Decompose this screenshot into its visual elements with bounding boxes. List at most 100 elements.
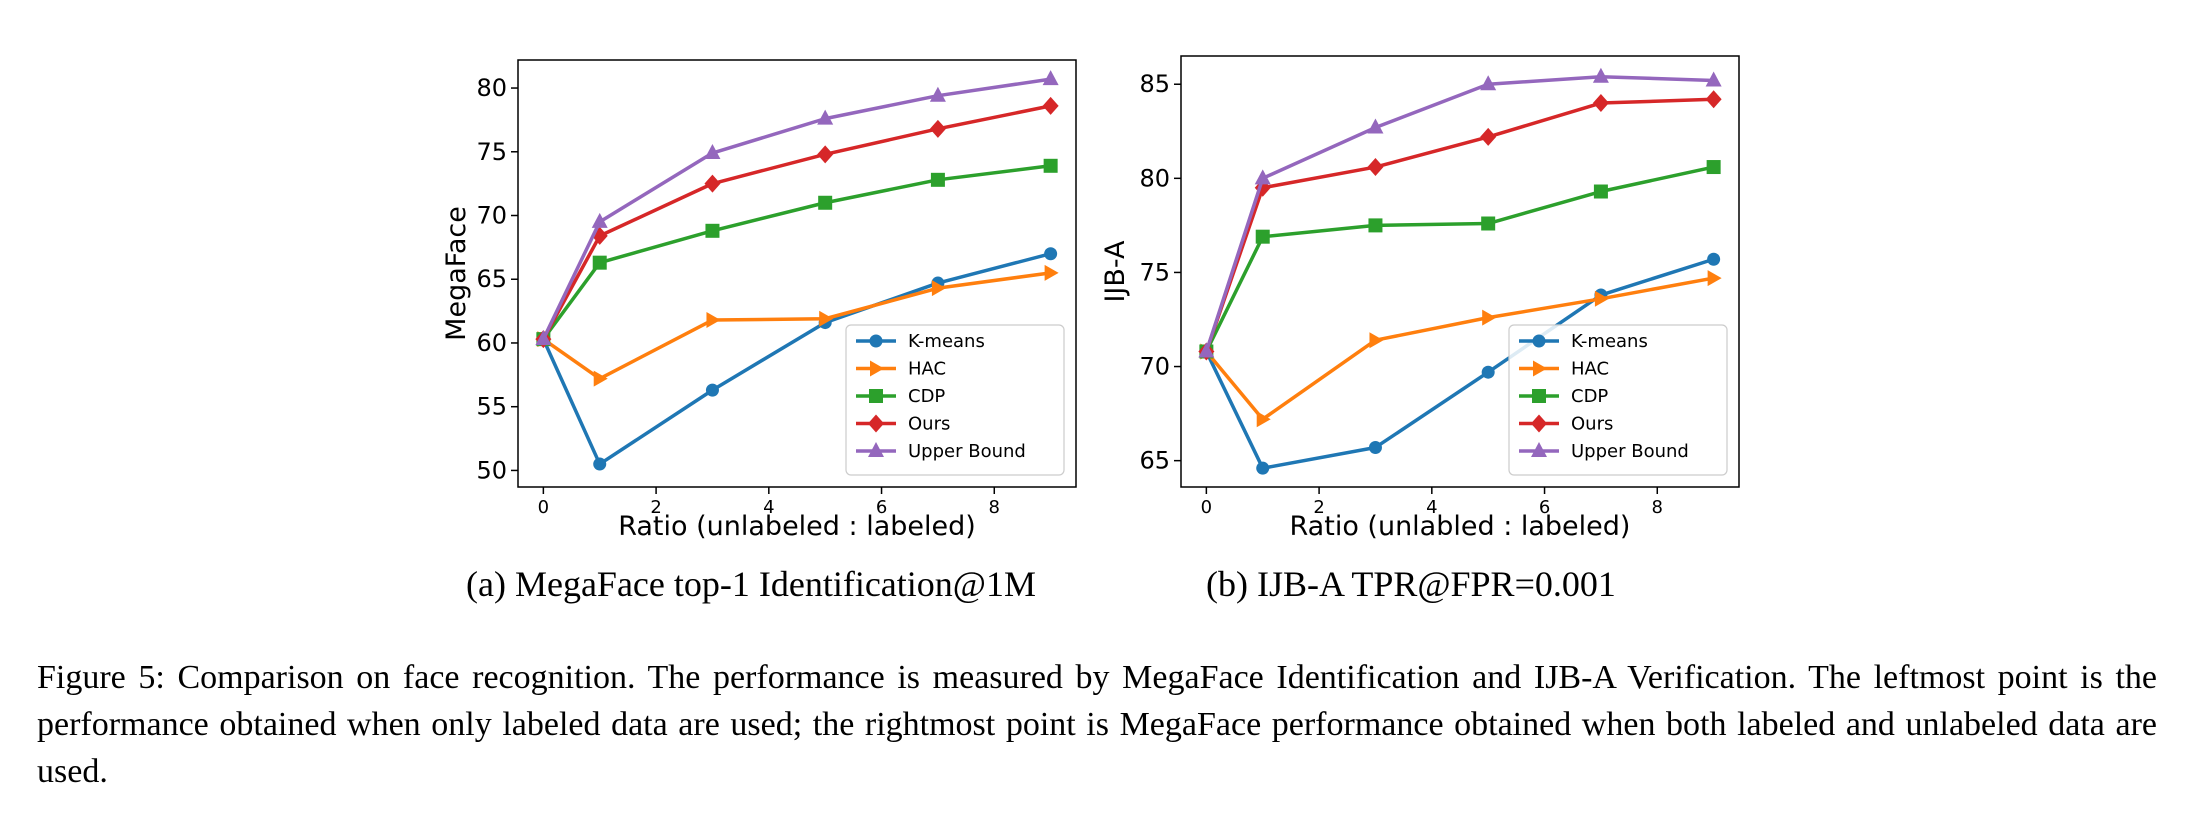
plot-frame — [1180, 55, 1740, 488]
legend-swatch-marker — [1533, 360, 1547, 377]
y-tick-label: 60 — [476, 329, 507, 357]
data-point — [1593, 184, 1608, 199]
y-tick-label: 50 — [476, 456, 507, 484]
data-point — [1256, 411, 1271, 428]
data-point — [817, 145, 834, 164]
legend-item: Upper Bound — [1519, 441, 1689, 462]
data-point — [1043, 158, 1058, 173]
data-point — [705, 223, 720, 238]
data-point — [819, 310, 834, 327]
x-tick-label: 0 — [538, 497, 549, 518]
legend-label: Upper Bound — [908, 441, 1026, 462]
data-point — [1592, 94, 1609, 113]
data-point — [931, 280, 946, 297]
series-k-means — [536, 247, 1058, 471]
data-point — [1198, 342, 1215, 358]
data-point — [1707, 270, 1722, 287]
legend-label: K-means — [908, 331, 985, 352]
y-tick-label: 70 — [1139, 353, 1170, 381]
legend-item: K-means — [856, 331, 985, 352]
series-line — [1204, 257, 1715, 470]
legend-swatch-marker — [868, 414, 884, 433]
legend-label: HAC — [908, 359, 946, 380]
subcaption-b: (b) IJB-A TPR@FPR=0.001 — [1206, 564, 1616, 604]
legend-label: K-means — [1571, 331, 1648, 352]
figure-caption: Figure 5: Comparison on face recognition… — [37, 659, 2157, 790]
data-point — [1368, 440, 1382, 454]
y-tick-label: 80 — [476, 74, 507, 102]
data-point — [1481, 365, 1495, 379]
data-point — [704, 144, 721, 160]
x-tick-label: 0 — [1201, 497, 1212, 518]
data-point — [535, 330, 552, 346]
legend: K-means HAC CDP Ours Upper Bound — [845, 324, 1065, 476]
legend-label: HAC — [1571, 359, 1609, 380]
legend-swatch-marker — [869, 389, 883, 403]
data-point — [593, 457, 607, 471]
y-tick-label: 65 — [1139, 447, 1170, 475]
legend-box — [845, 324, 1065, 476]
data-point — [1480, 127, 1497, 146]
data-point — [1367, 118, 1384, 134]
legend-box — [1508, 324, 1728, 476]
data-point — [706, 312, 721, 329]
chart-a: 0 2 4 6 8 50 55 60 65 70 75 80 Ratio (unlabeled : la… — [441, 59, 1077, 542]
legend-swatch-marker — [869, 334, 883, 348]
data-point — [1254, 169, 1271, 185]
x-tick-label: 8 — [1652, 497, 1663, 518]
legend: K-means HAC CDP Ours Upper Bound — [1508, 324, 1728, 476]
legend-label: Ours — [908, 414, 950, 435]
data-point — [930, 172, 945, 187]
data-point — [1256, 461, 1270, 475]
legend-swatch-marker — [1531, 442, 1547, 457]
data-point — [818, 195, 833, 210]
plot-frame — [517, 59, 1077, 488]
data-point — [704, 174, 721, 193]
data-point — [592, 255, 607, 270]
y-tick-label: 85 — [1139, 70, 1170, 98]
data-point — [593, 370, 608, 387]
data-point — [929, 119, 946, 138]
x-tick-label: 2 — [1313, 497, 1324, 518]
data-point — [1255, 229, 1270, 244]
legend-swatch-marker — [1532, 334, 1546, 348]
data-point — [1368, 218, 1383, 233]
data-point — [1481, 216, 1496, 231]
series-ours — [535, 96, 1059, 349]
data-point — [1706, 160, 1721, 175]
data-point — [1042, 70, 1059, 86]
data-point — [817, 109, 834, 125]
legend-item: Upper Bound — [856, 441, 1026, 462]
data-point — [1042, 96, 1059, 115]
data-point — [1480, 75, 1497, 91]
x-tick-label: 6 — [1539, 497, 1550, 518]
x-tick-label: 8 — [989, 497, 1000, 518]
data-point — [1369, 332, 1384, 349]
x-tick-label: 4 — [763, 497, 774, 518]
y-tick-label: 55 — [476, 393, 507, 421]
y-tick-label: 75 — [1139, 258, 1170, 286]
legend-swatch-marker — [870, 360, 884, 377]
legend-item: HAC — [856, 359, 946, 380]
series-line — [541, 104, 1051, 340]
data-point — [929, 86, 946, 102]
data-point — [1044, 264, 1059, 281]
data-point — [1482, 309, 1497, 326]
data-point — [1705, 90, 1722, 109]
data-point — [1592, 67, 1609, 83]
series-line — [541, 77, 1051, 340]
series-upper-bound — [535, 70, 1059, 346]
legend-label: Upper Bound — [1571, 441, 1689, 462]
data-point — [591, 212, 608, 228]
data-point — [705, 383, 719, 397]
legend-label: CDP — [1571, 386, 1608, 407]
legend-item: K-means — [1519, 331, 1648, 352]
legend-item: HAC — [1519, 359, 1609, 380]
legend-item: Ours — [856, 414, 950, 435]
series-line — [1204, 74, 1714, 353]
subcaption-a: (a) MegaFace top-1 Identification@1M — [466, 564, 1036, 604]
series-upper-bound — [1198, 67, 1722, 358]
x-axis-label: Ratio (unlabled : labeled) — [1290, 511, 1631, 542]
legend-item: Ours — [1519, 414, 1613, 435]
